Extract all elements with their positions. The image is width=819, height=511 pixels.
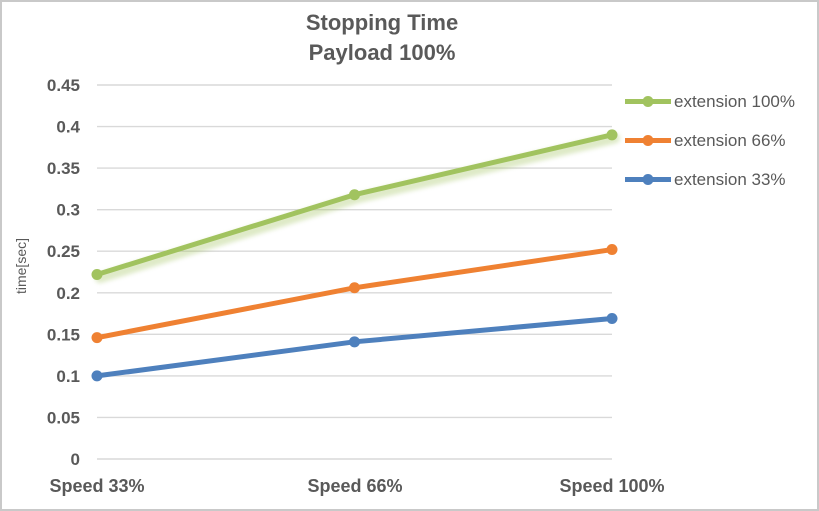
y-tick-label: 0.2 bbox=[56, 284, 80, 303]
data-point-extension-100 bbox=[606, 129, 618, 141]
legend-line-marker-icon bbox=[625, 174, 671, 185]
legend-item-extension-66: extension 66% bbox=[624, 121, 795, 160]
data-point-extension-66 bbox=[91, 332, 103, 344]
data-point-extension-66 bbox=[606, 244, 618, 256]
legend-label: extension 100% bbox=[674, 91, 795, 111]
data-point-extension-33 bbox=[349, 336, 360, 348]
data-point-extension-33 bbox=[606, 313, 618, 325]
legend-line-marker-icon bbox=[625, 135, 671, 146]
chart-title-line2: Payload 100% bbox=[308, 40, 456, 65]
data-point-extension-100 bbox=[91, 268, 103, 280]
y-tick-label: 0.3 bbox=[56, 201, 80, 220]
data-point-extension-33 bbox=[91, 370, 103, 382]
x-axis-label-speed-100: Speed 100% bbox=[559, 476, 665, 496]
series-glow-extension-100 bbox=[95, 133, 620, 283]
y-tick-label: 0.4 bbox=[56, 118, 80, 137]
chart-title: Stopping Time Payload 100% bbox=[2, 8, 762, 68]
legend: extension 100% extension 66% extension 33% bbox=[624, 82, 795, 199]
legend-item-extension-100: extension 100% bbox=[624, 82, 795, 121]
legend-line-marker-icon bbox=[625, 96, 671, 107]
y-tick-label: 0.05 bbox=[47, 408, 80, 427]
data-point-extension-66 bbox=[349, 282, 360, 294]
y-tick-label: 0.1 bbox=[56, 367, 80, 386]
y-tick-label: 0.15 bbox=[47, 325, 80, 344]
y-tick-label: 0.45 bbox=[47, 76, 80, 95]
y-tick-label: 0.25 bbox=[47, 242, 80, 261]
y-tick-label: 0 bbox=[71, 450, 80, 469]
y-axis-title: time[sec] bbox=[13, 238, 29, 295]
legend-label: extension 33% bbox=[674, 169, 786, 189]
x-axis-label-speed-66: Speed 66% bbox=[307, 476, 403, 496]
legend-label: extension 66% bbox=[674, 130, 786, 150]
legend-item-extension-33: extension 33% bbox=[624, 160, 795, 199]
chart-title-line1: Stopping Time bbox=[305, 10, 459, 35]
data-point-extension-100 bbox=[349, 189, 360, 201]
y-tick-label: 0.35 bbox=[47, 159, 80, 178]
x-axis-label-speed-33: Speed 33% bbox=[49, 476, 145, 496]
